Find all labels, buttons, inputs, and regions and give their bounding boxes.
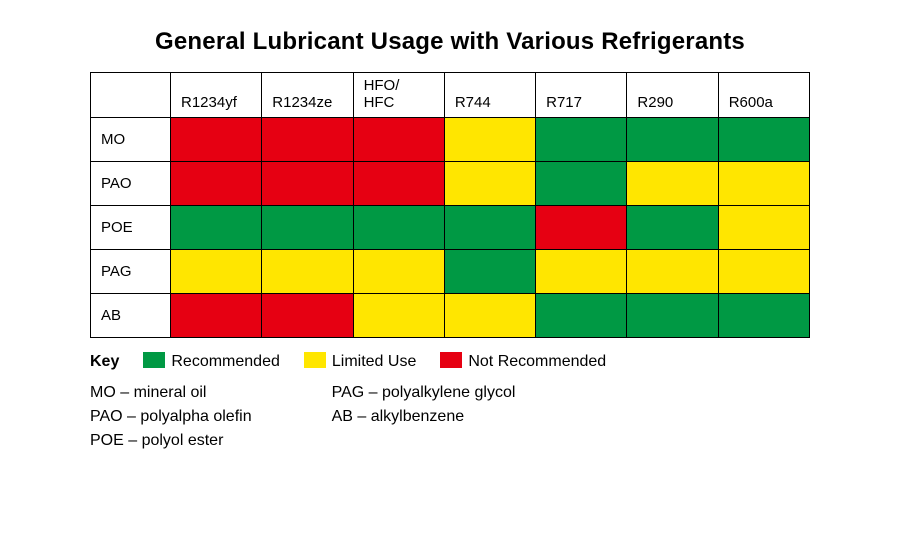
table-row: POE (91, 206, 810, 250)
legend-text: Not Recommended (468, 353, 606, 370)
compat-cell (171, 294, 262, 338)
compat-cell (627, 118, 718, 162)
compat-cell (171, 118, 262, 162)
swatch-limited (304, 352, 326, 368)
legend-text: Limited Use (332, 353, 416, 370)
row-header: AB (91, 294, 171, 338)
compat-cell (627, 250, 718, 294)
row-header: PAO (91, 162, 171, 206)
table-row: MO (91, 118, 810, 162)
table-row: PAG (91, 250, 810, 294)
glossary-item: POE – polyol ester (90, 429, 252, 453)
compat-cell (444, 118, 535, 162)
col-header: HFO/HFC (353, 73, 444, 118)
compat-cell (353, 250, 444, 294)
compat-cell (171, 250, 262, 294)
table-row: AB (91, 294, 810, 338)
legend-item: Not Recommended (440, 352, 606, 371)
compat-cell (536, 118, 627, 162)
col-header: R744 (444, 73, 535, 118)
compat-cell (262, 162, 353, 206)
row-header: POE (91, 206, 171, 250)
table-row: PAO (91, 162, 810, 206)
compat-cell (171, 162, 262, 206)
row-header: PAG (91, 250, 171, 294)
compat-cell (536, 250, 627, 294)
table-body: MOPAOPOEPAGAB (91, 118, 810, 338)
compat-cell (444, 250, 535, 294)
compat-cell (627, 162, 718, 206)
swatch-not-recommended (440, 352, 462, 368)
compat-cell (718, 206, 809, 250)
compat-cell (353, 206, 444, 250)
legend-text: Recommended (171, 353, 280, 370)
compat-cell (718, 294, 809, 338)
compat-cell (262, 206, 353, 250)
header-row: R1234yf R1234ze HFO/HFC R744 R717 R290 R… (91, 73, 810, 118)
row-header: MO (91, 118, 171, 162)
compat-cell (718, 118, 809, 162)
col-header: R600a (718, 73, 809, 118)
compat-cell (444, 162, 535, 206)
legend-item: Limited Use (304, 352, 416, 371)
compat-cell (444, 294, 535, 338)
col-header: R1234yf (171, 73, 262, 118)
glossary-item: PAO – polyalpha olefin (90, 405, 252, 429)
compat-cell (536, 206, 627, 250)
compat-cell (627, 294, 718, 338)
legend-item: Recommended (143, 352, 280, 371)
compat-cell (353, 162, 444, 206)
compat-cell (262, 118, 353, 162)
col-header: R717 (536, 73, 627, 118)
glossary-col-1: MO – mineral oil PAO – polyalpha olefin … (90, 381, 252, 453)
glossary-item: AB – alkylbenzene (332, 405, 516, 429)
col-header: R1234ze (262, 73, 353, 118)
compat-cell (444, 206, 535, 250)
compat-cell (353, 294, 444, 338)
legend: Key Recommended Limited Use Not Recommen… (90, 352, 810, 371)
compat-cell (262, 250, 353, 294)
swatch-recommended (143, 352, 165, 368)
header-blank (91, 73, 171, 118)
glossary-col-2: PAG – polyalkylene glycol AB – alkylbenz… (332, 381, 516, 453)
glossary-item: PAG – polyalkylene glycol (332, 381, 516, 405)
chart-title: General Lubricant Usage with Various Ref… (90, 28, 810, 56)
legend-label: Key (90, 353, 119, 371)
compat-cell (718, 250, 809, 294)
col-header: R290 (627, 73, 718, 118)
compat-cell (353, 118, 444, 162)
compat-cell (171, 206, 262, 250)
compatibility-table: R1234yf R1234ze HFO/HFC R744 R717 R290 R… (90, 72, 810, 338)
compat-cell (536, 162, 627, 206)
compat-cell (262, 294, 353, 338)
chart-container: General Lubricant Usage with Various Ref… (0, 0, 900, 473)
compat-cell (718, 162, 809, 206)
glossary: MO – mineral oil PAO – polyalpha olefin … (90, 381, 810, 453)
glossary-item: MO – mineral oil (90, 381, 252, 405)
compat-cell (627, 206, 718, 250)
compat-cell (536, 294, 627, 338)
